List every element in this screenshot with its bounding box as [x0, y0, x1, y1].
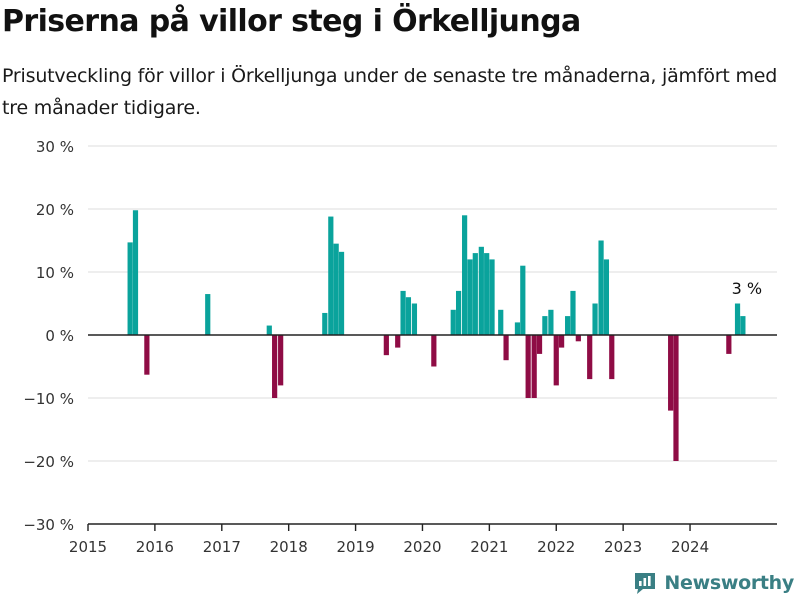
y-tick-label: −10 % — [23, 390, 74, 408]
bar — [542, 316, 548, 335]
bar — [144, 335, 150, 375]
y-tick-label: −30 % — [23, 516, 74, 534]
bar — [484, 253, 490, 335]
labels: 30 % 20 % 10 % 0 % −10 % −20 % −30 % 2015 2016 20… — [23, 138, 762, 556]
x-tick-label: 2016 — [136, 538, 174, 556]
bar — [498, 309, 504, 335]
bar — [395, 335, 401, 348]
bar — [205, 294, 211, 335]
bar — [559, 335, 565, 348]
bar — [489, 259, 495, 335]
bar — [400, 290, 406, 335]
newsworthy-brand: Newsworthy — [632, 568, 794, 598]
x-tick-label: 2022 — [537, 538, 575, 556]
bar — [548, 309, 554, 335]
bar — [411, 303, 418, 335]
bar — [598, 240, 604, 335]
y-tick-label: 30 % — [36, 138, 74, 156]
bar — [592, 303, 598, 335]
bar — [431, 335, 437, 367]
bar — [603, 259, 610, 335]
bar — [405, 297, 412, 335]
bar — [328, 216, 334, 335]
brand-name: Newsworthy — [664, 572, 794, 594]
bar — [565, 316, 571, 335]
bar — [587, 335, 593, 380]
bar — [333, 243, 339, 335]
newsworthy-logo-icon — [635, 573, 656, 594]
bar — [609, 335, 615, 380]
gridlines — [88, 145, 777, 462]
x-tick-label: 2021 — [470, 538, 508, 556]
bar — [726, 335, 732, 354]
x-tick-label: 2015 — [69, 538, 107, 556]
bar — [553, 335, 559, 386]
bar — [734, 303, 741, 335]
bar — [503, 335, 509, 361]
bar — [450, 309, 456, 335]
bar — [266, 325, 272, 335]
bar — [455, 290, 462, 335]
bar — [668, 335, 674, 411]
x-tick-label: 2024 — [671, 538, 709, 556]
bar — [570, 290, 576, 335]
y-tick-label: −20 % — [23, 453, 74, 471]
bar — [514, 322, 521, 335]
bar — [278, 335, 284, 386]
bar — [531, 335, 537, 398]
bar — [575, 335, 581, 342]
bar — [520, 265, 526, 335]
x-tick-label: 2017 — [203, 538, 241, 556]
bar — [272, 335, 278, 398]
x-tick-label: 2023 — [604, 538, 642, 556]
axes — [87, 334, 777, 531]
chart-title: Priserna på villor steg i Örkelljunga — [2, 4, 581, 39]
bars — [127, 210, 746, 461]
bar — [536, 335, 543, 354]
bar — [322, 312, 328, 335]
chart-subtitle: Prisutveckling för villor i Örkelljunga … — [2, 65, 778, 119]
bar — [383, 335, 389, 356]
bar — [740, 316, 746, 335]
y-tick-label: 10 % — [36, 264, 74, 282]
bar — [525, 335, 531, 398]
x-tick-label: 2019 — [336, 538, 374, 556]
bar — [472, 253, 478, 335]
bar — [127, 242, 133, 335]
y-tick-label: 0 % — [45, 327, 74, 345]
y-tick-label: 20 % — [36, 201, 74, 219]
bar — [673, 335, 679, 461]
x-tick-label: 2018 — [270, 538, 308, 556]
bar — [467, 259, 473, 335]
bar — [132, 210, 139, 335]
latest-value-label: 3 % — [732, 279, 762, 298]
bar — [478, 246, 484, 335]
bar — [462, 215, 468, 335]
bar — [338, 251, 345, 335]
x-tick-label: 2020 — [403, 538, 441, 556]
